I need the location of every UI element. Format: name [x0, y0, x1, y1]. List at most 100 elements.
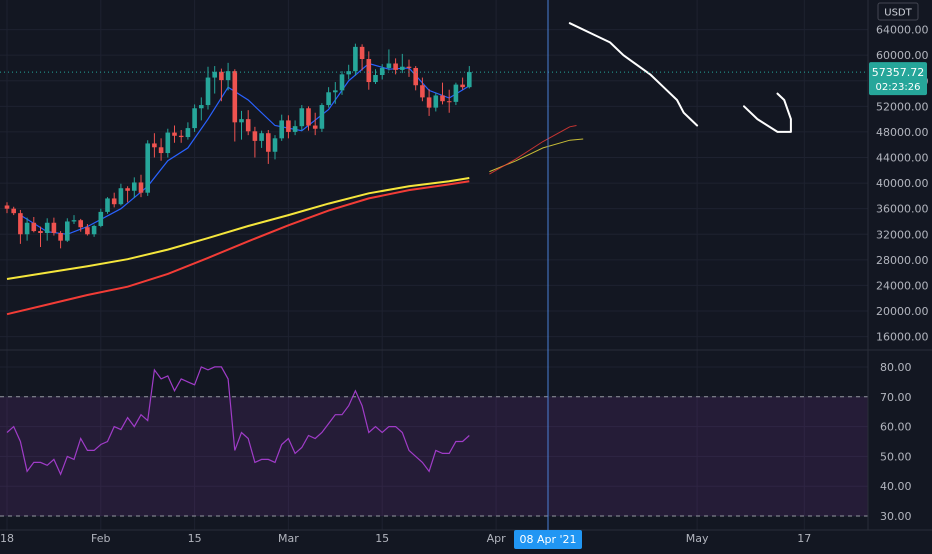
- candle-body: [98, 211, 104, 226]
- candle-body: [85, 227, 90, 235]
- candle-body: [199, 105, 204, 109]
- time-tick-label: May: [686, 532, 709, 545]
- candle-body: [460, 84, 465, 88]
- rsi-tick-label: 40.00: [880, 480, 912, 493]
- candle-body: [71, 220, 77, 222]
- candle-body: [118, 188, 124, 205]
- crosshair-date-tag: [514, 530, 582, 549]
- candle-body: [366, 59, 372, 83]
- candle-body: [105, 198, 110, 212]
- rsi-tick-label: 60.00: [880, 421, 912, 434]
- candle-body: [192, 108, 197, 129]
- ma-yellow-line: [6, 177, 470, 280]
- candle-body: [172, 132, 177, 136]
- currency-box[interactable]: [877, 2, 919, 21]
- price-tick-label: 32000.00: [876, 228, 929, 241]
- candle-body: [306, 108, 311, 126]
- candle-body: [326, 92, 331, 106]
- candle-body: [252, 131, 258, 141]
- candle-body: [353, 46, 358, 72]
- candle-body: [138, 182, 144, 193]
- crosshair-date-label: 08 Apr '21: [519, 533, 576, 546]
- candle-body: [38, 231, 43, 233]
- time-tick-label: Feb: [91, 532, 110, 545]
- candle-body: [413, 67, 418, 86]
- rsi-tick-label: 50.00: [880, 450, 912, 463]
- candle-body: [165, 132, 171, 154]
- candle-body: [185, 128, 191, 138]
- candle-body: [259, 133, 264, 141]
- price-tick-label: 64000.00: [876, 24, 929, 37]
- candle-body: [379, 67, 385, 76]
- price-tick-label: 48000.00: [876, 126, 929, 139]
- price-tick-label: 52000.00: [876, 100, 929, 113]
- currency-label: USDT: [884, 8, 912, 19]
- candle-body: [467, 72, 472, 88]
- ma-yellow-projection: [489, 138, 584, 173]
- candle-body: [225, 71, 231, 81]
- rsi-line: [6, 366, 470, 476]
- time-tick-label: 18: [0, 532, 14, 545]
- candle-body: [333, 90, 338, 93]
- candle-body: [346, 71, 351, 75]
- price-tick-label: 44000.00: [876, 152, 929, 165]
- hand-drawn-arrow: [568, 22, 699, 127]
- time-tick-label: 17: [797, 532, 811, 545]
- candle-body: [78, 220, 83, 228]
- candle-body: [299, 108, 305, 127]
- time-tick-label: Apr: [487, 532, 507, 545]
- candle-body: [51, 222, 57, 233]
- drawing-annotation: [568, 22, 792, 133]
- time-tick-label: Mar: [278, 532, 299, 545]
- grid-lines: [0, 0, 868, 530]
- time-tick-label: 15: [375, 532, 389, 545]
- price-tick-label: 28000.00: [876, 254, 929, 267]
- rsi-tick-label: 30.00: [880, 510, 912, 523]
- candle-body: [111, 198, 117, 205]
- price-tick-label: 24000.00: [876, 279, 929, 292]
- candle-body: [44, 222, 50, 233]
- candle-body: [11, 208, 16, 214]
- candle-body: [292, 126, 298, 132]
- candle-body: [91, 225, 97, 235]
- candle-body: [158, 147, 164, 154]
- candle-body: [400, 66, 405, 70]
- candles: [4, 43, 472, 249]
- candle-body: [373, 75, 378, 83]
- candle-body: [132, 182, 137, 191]
- price-tick-label: 40000.00: [876, 177, 929, 190]
- candle-body: [24, 222, 30, 235]
- candle-body: [312, 125, 318, 129]
- candle-body: [205, 77, 211, 106]
- price-tick-label: 16000.00: [876, 331, 929, 344]
- ma-red-projection: [489, 125, 577, 175]
- candle-body: [286, 120, 291, 132]
- candle-body: [339, 74, 345, 91]
- candle-body: [4, 205, 10, 209]
- moving-averages: [6, 62, 584, 316]
- candle-body: [359, 46, 365, 60]
- candle-body: [18, 213, 23, 235]
- candle-body: [433, 95, 439, 108]
- candle-body: [279, 120, 284, 139]
- candle-body: [453, 84, 459, 102]
- candle-body: [125, 188, 130, 191]
- candle-body: [219, 71, 224, 81]
- last-price-tag: [869, 62, 927, 96]
- candle-body: [239, 119, 244, 123]
- candle-body: [386, 63, 392, 68]
- candle-body: [319, 105, 325, 129]
- time-tick-label: 15: [188, 532, 202, 545]
- ma-red-line: [6, 180, 470, 316]
- candle-body: [393, 63, 398, 70]
- candle-body: [65, 221, 70, 241]
- price-tick-label: 36000.00: [876, 203, 929, 216]
- candle-body: [58, 232, 63, 241]
- candle-body: [420, 85, 425, 98]
- candle-body: [440, 95, 445, 102]
- candle-body: [212, 71, 217, 78]
